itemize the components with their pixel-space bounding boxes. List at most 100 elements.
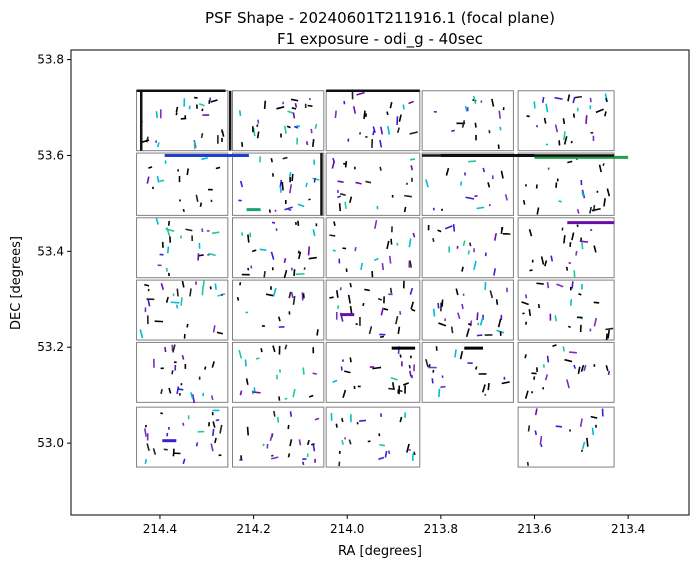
ccd-cell — [136, 341, 229, 403]
psf-whisker — [201, 157, 208, 161]
psf-whisker — [405, 182, 408, 185]
psf-whisker — [188, 105, 191, 110]
psf-whisker — [289, 411, 293, 417]
psf-whisker — [438, 322, 447, 327]
psf-whisker — [567, 325, 571, 329]
psf-whisker — [287, 110, 294, 115]
psf-whisker — [305, 182, 308, 188]
ccd-cell — [232, 341, 325, 403]
psf-whisker — [302, 461, 305, 466]
psf-whisker — [474, 194, 478, 198]
psf-whisker — [529, 269, 533, 272]
ccd-cell — [325, 341, 421, 403]
psf-whisker — [379, 443, 386, 447]
psf-whisker — [302, 367, 305, 375]
psf-whisker — [562, 346, 565, 352]
psf-whisker — [352, 106, 357, 114]
psf-whisker — [540, 256, 545, 265]
psf-whisker — [308, 256, 317, 260]
psf-whisker — [539, 435, 543, 446]
psf-whisker — [347, 294, 352, 304]
psf-whisker — [246, 426, 250, 436]
y-tick-label: 53.0 — [37, 436, 64, 450]
psf-whisker — [585, 115, 588, 125]
psf-whisker — [307, 104, 313, 108]
psf-whisker — [528, 309, 532, 316]
psf-whisker — [533, 376, 536, 380]
psf-whisker — [268, 209, 271, 213]
psf-whisker — [334, 110, 337, 119]
psf-whisker — [388, 255, 392, 264]
psf-whisker — [260, 348, 263, 353]
psf-whisker — [595, 108, 604, 114]
psf-whisker — [593, 301, 600, 304]
psf-whisker — [545, 103, 549, 113]
psf-whisker — [277, 316, 281, 322]
psf-whisker — [292, 388, 296, 398]
psf-whisker — [574, 95, 583, 99]
psf-whisker — [521, 301, 529, 306]
psf-whisker — [469, 242, 472, 247]
psf-whisker — [201, 228, 204, 233]
psf-whisker — [379, 166, 382, 171]
ccd-cell — [517, 279, 615, 341]
ccd-cell — [232, 406, 325, 468]
psf-whisker — [312, 177, 320, 181]
psf-whisker — [373, 257, 379, 261]
psf-whisker — [289, 184, 293, 194]
psf-whisker — [378, 456, 385, 461]
psf-whisker — [181, 355, 185, 360]
psf-whisker — [473, 260, 477, 270]
psf-whisker — [438, 388, 441, 398]
psf-whisker — [356, 91, 365, 96]
ccd-cell — [517, 217, 615, 279]
psf-whisker — [332, 249, 336, 252]
psf-whisker — [467, 250, 471, 255]
x-tick-label: 214.2 — [236, 522, 270, 536]
psf-whisker — [581, 191, 585, 197]
psf-whisker — [524, 390, 529, 399]
psf-whisker — [219, 424, 223, 434]
psf-whisker — [155, 111, 159, 119]
psf-whisker — [572, 96, 576, 104]
psf-whisker — [349, 282, 352, 288]
ccd-cell — [421, 217, 514, 279]
psf-whisker — [199, 202, 203, 208]
psf-whisker — [372, 126, 376, 133]
psf-whisker — [487, 182, 491, 188]
psf-whisker — [413, 451, 416, 456]
psf-whisker — [566, 379, 570, 389]
chart-title: PSF Shape - 20240601T211916.1 (focal pla… — [205, 9, 555, 49]
psf-whisker — [571, 281, 574, 289]
psf-whisker — [306, 439, 310, 446]
psf-whisker — [381, 263, 385, 271]
psf-whisker — [215, 419, 220, 422]
psf-whisker — [284, 206, 293, 211]
psf-whisker — [488, 130, 491, 134]
psf-whisker — [524, 354, 527, 359]
psf-whisker — [591, 427, 595, 436]
psf-whisker — [215, 166, 221, 170]
y-tick-label: 53.2 — [37, 340, 64, 354]
ccd-cell — [421, 152, 514, 216]
psf-whisker — [308, 394, 314, 398]
psf-whisker — [379, 413, 383, 417]
psf-whisker — [282, 156, 288, 160]
psf-whisker — [270, 251, 275, 260]
psf-whisker — [148, 166, 153, 169]
psf-whisker — [477, 322, 480, 326]
psf-whisker — [240, 232, 244, 237]
ccd-cell — [421, 341, 514, 403]
psf-whisker — [457, 312, 461, 319]
psf-whisker — [156, 175, 160, 183]
psf-whisker — [342, 389, 347, 398]
psf-whisker — [461, 266, 464, 272]
psf-whisker — [159, 179, 165, 182]
psf-whisker — [144, 458, 148, 465]
psf-whisker — [156, 142, 160, 148]
psf-whisker — [589, 206, 593, 214]
psf-whisker — [239, 180, 244, 188]
psf-whisker — [185, 228, 193, 232]
psf-whisker — [336, 290, 339, 298]
psf-whisker — [291, 173, 294, 182]
